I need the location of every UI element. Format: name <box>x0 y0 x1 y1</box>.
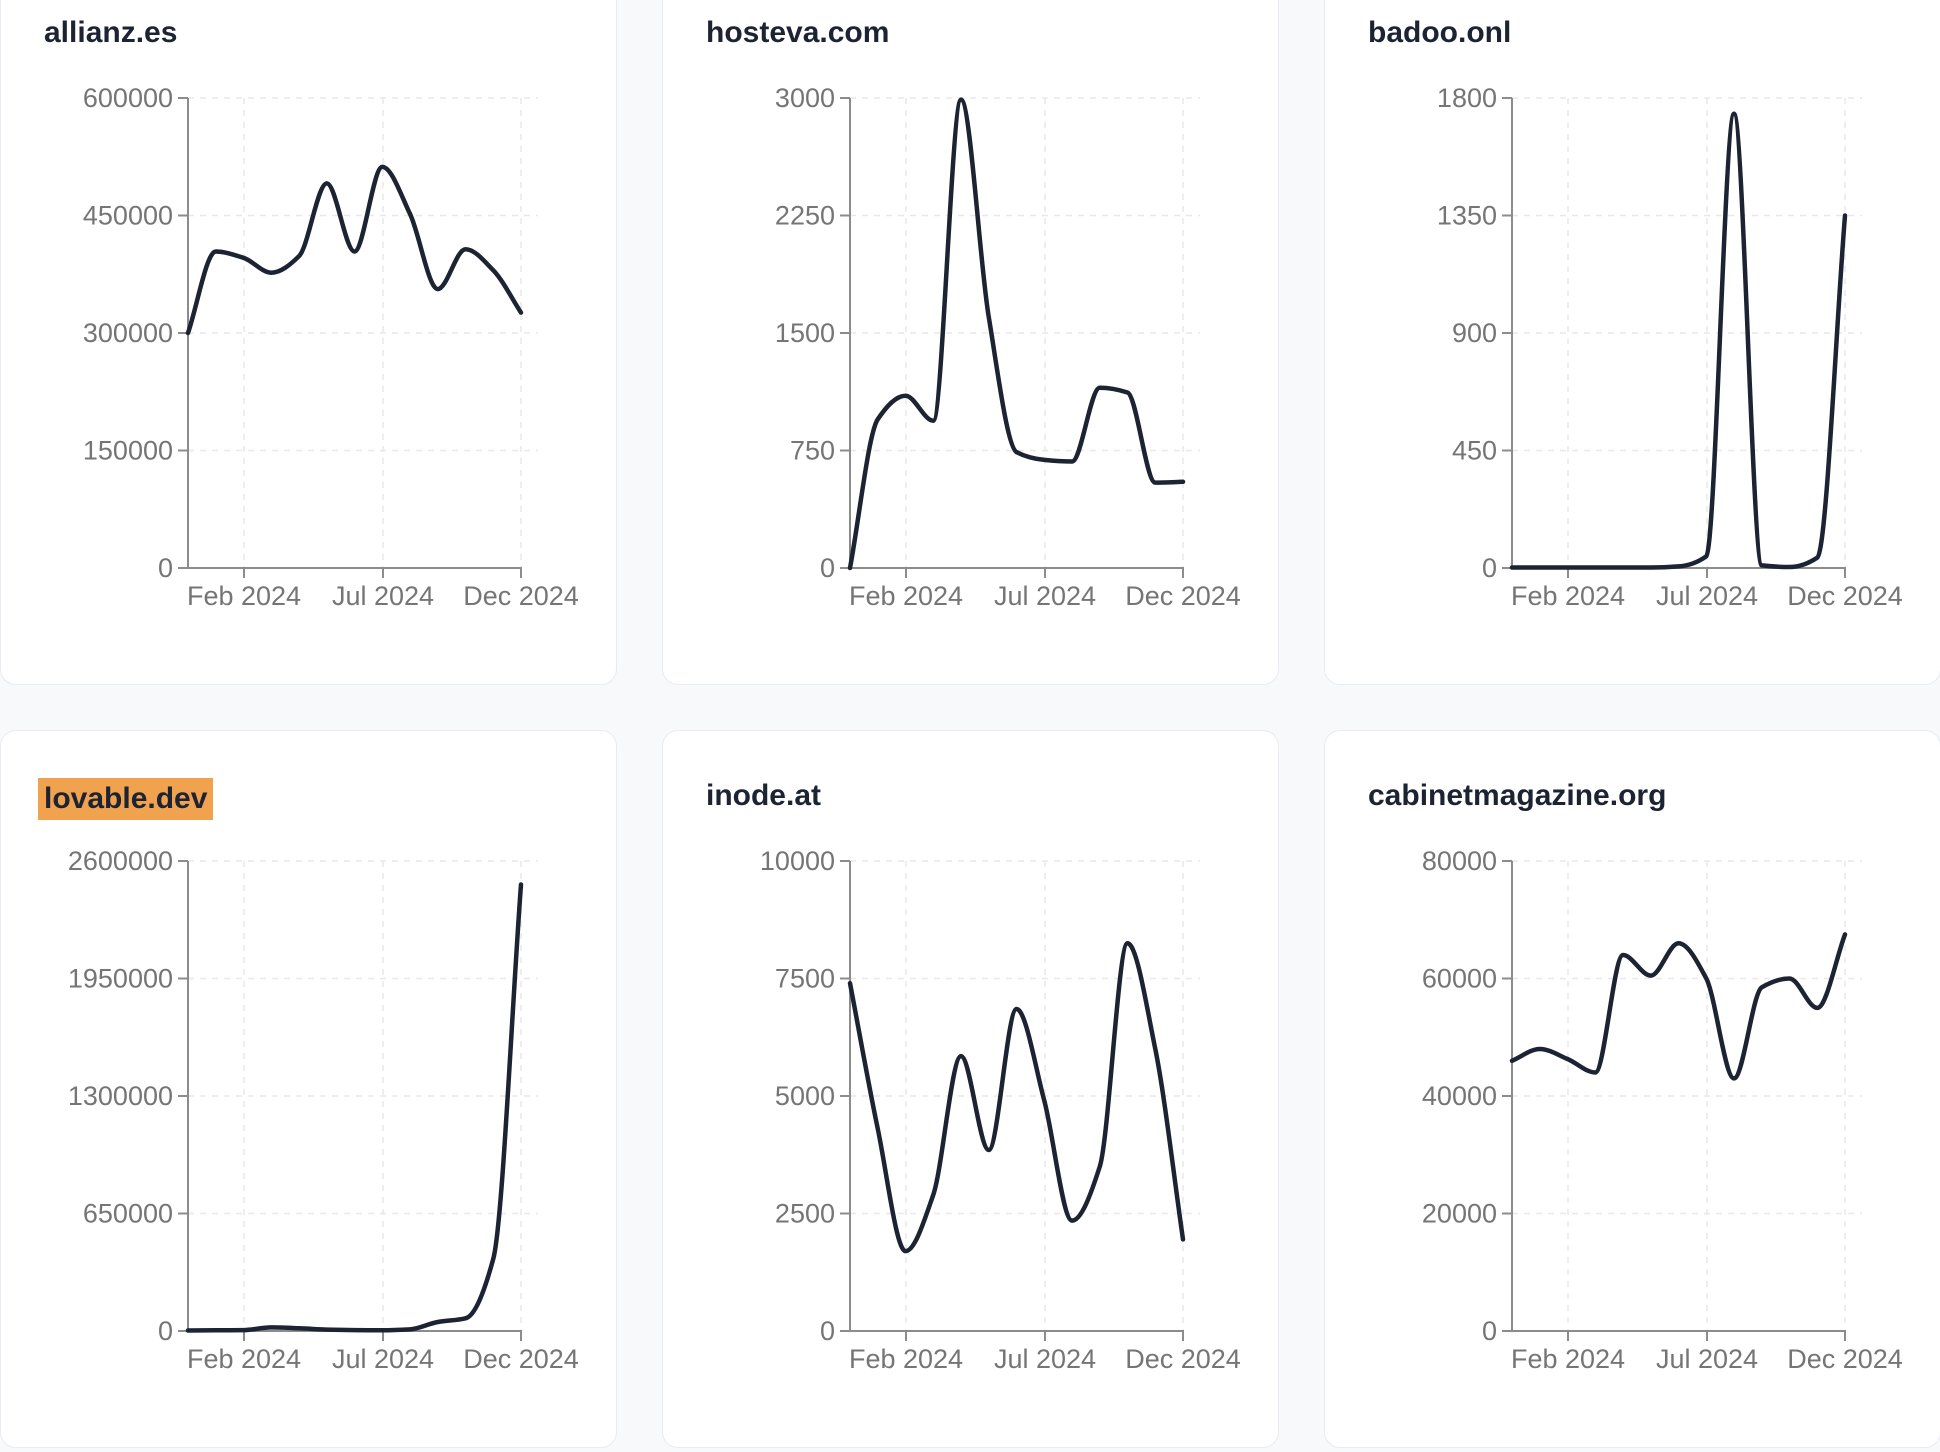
x-axis-tick-label: Feb 2024 <box>849 1344 963 1374</box>
chart-title: allianz.es <box>44 15 177 51</box>
x-axis-tick-label: Dec 2024 <box>1787 581 1903 611</box>
y-axis-tick-label: 650000 <box>83 1199 173 1229</box>
chart-title: cabinetmagazine.org <box>1368 778 1666 814</box>
x-axis-tick-label: Dec 2024 <box>1787 1344 1903 1374</box>
y-axis-tick-label: 900 <box>1452 318 1497 348</box>
x-axis-tick-label: Jul 2024 <box>1656 1344 1758 1374</box>
line-chart: 0 20000 40000 60000 80000 Feb 2024 Jul 2024 Dec… <box>1422 846 1903 1374</box>
line-chart: 0 450 900 1350 1800 Feb 2024 Jul 2024 Dec 2024 <box>1437 83 1903 611</box>
y-axis-tick-label: 750 <box>790 436 835 466</box>
y-axis-tick-label: 0 <box>1482 1316 1497 1346</box>
chart-title-text: badoo.onl <box>1368 16 1512 49</box>
chart-title: badoo.onl <box>1368 15 1511 51</box>
y-axis-tick-label: 5000 <box>775 1081 835 1111</box>
data-line <box>185 164 524 336</box>
y-axis-tick-label: 450000 <box>83 201 173 231</box>
x-axis-tick-label: Dec 2024 <box>1125 581 1241 611</box>
y-axis-tick-label: 0 <box>820 1316 835 1346</box>
chart-title: lovable.dev <box>38 778 214 820</box>
x-axis-tick-label: Jul 2024 <box>1656 581 1758 611</box>
chart-title: inode.at <box>706 778 821 814</box>
chart-card[interactable]: lovable.dev 0 650000 1300000 1950000 2600000… <box>0 730 617 1448</box>
y-axis-tick-label: 450 <box>1452 436 1497 466</box>
y-axis-tick-label: 600000 <box>83 83 173 113</box>
y-axis-tick-label: 0 <box>158 553 173 583</box>
x-axis-tick-label: Jul 2024 <box>994 581 1096 611</box>
y-axis-tick-label: 0 <box>1482 553 1497 583</box>
chart-title-text: allianz.es <box>44 16 178 49</box>
x-axis-tick-label: Dec 2024 <box>463 1344 579 1374</box>
line-chart: 0 750 1500 2250 3000 Feb 2024 Jul 2024 Dec 2024 <box>775 83 1241 611</box>
y-axis-tick-label: 0 <box>158 1316 173 1346</box>
x-axis-tick-label: Jul 2024 <box>994 1344 1096 1374</box>
y-axis-tick-label: 3000 <box>775 83 835 113</box>
y-axis-tick-label: 0 <box>820 553 835 583</box>
data-line <box>847 941 1186 1254</box>
chart-title-text: lovable.dev <box>38 778 214 820</box>
chart-title-text: cabinetmagazine.org <box>1368 779 1667 812</box>
data-line <box>185 882 524 1333</box>
y-axis-tick-label: 1800 <box>1437 83 1497 113</box>
x-axis-tick-label: Feb 2024 <box>849 581 963 611</box>
y-axis-tick-label: 1350 <box>1437 201 1497 231</box>
y-axis-tick-label: 60000 <box>1422 964 1497 994</box>
data-line <box>1509 932 1848 1081</box>
x-axis-tick-label: Feb 2024 <box>1511 1344 1625 1374</box>
y-axis-tick-label: 2250 <box>775 201 835 231</box>
y-axis-tick-label: 300000 <box>83 318 173 348</box>
y-axis-tick-label: 1500 <box>775 318 835 348</box>
chart-title: hosteva.com <box>706 15 889 51</box>
x-axis-tick-label: Jul 2024 <box>332 1344 434 1374</box>
line-chart: 0 650000 1300000 1950000 2600000 Feb 2024 Jul … <box>68 846 579 1374</box>
line-chart: 0 2500 5000 7500 10000 Feb 2024 Jul 2024 Dec 20… <box>760 846 1241 1374</box>
data-line <box>1509 111 1848 570</box>
y-axis-tick-label: 10000 <box>760 846 835 876</box>
chart-card[interactable]: allianz.es 0 150000 300000 450000 600000 Feb … <box>0 0 617 685</box>
chart-card[interactable]: cabinetmagazine.org 0 20000 40000 60000 8000… <box>1324 730 1940 1448</box>
chart-title-text: inode.at <box>706 779 822 812</box>
chart-card[interactable]: badoo.onl 0 450 900 1350 1800 Feb 2024 Jul 202… <box>1324 0 1940 685</box>
y-axis-tick-label: 40000 <box>1422 1081 1497 1111</box>
y-axis-tick-label: 1950000 <box>68 964 173 994</box>
y-axis-tick-label: 20000 <box>1422 1199 1497 1229</box>
chart-title-text: hosteva.com <box>706 16 890 49</box>
chart-card[interactable]: inode.at 0 2500 5000 7500 10000 Feb 2024 Jul 2… <box>662 730 1279 1448</box>
x-axis-tick-label: Feb 2024 <box>1511 581 1625 611</box>
chart-card[interactable]: hosteva.com 0 750 1500 2250 3000 Feb 2024 Jul … <box>662 0 1279 685</box>
y-axis-tick-label: 80000 <box>1422 846 1497 876</box>
y-axis-tick-label: 2500 <box>775 1199 835 1229</box>
y-axis-tick-label: 1300000 <box>68 1081 173 1111</box>
y-axis-tick-label: 150000 <box>83 436 173 466</box>
data-line <box>847 97 1186 571</box>
x-axis-tick-label: Dec 2024 <box>1125 1344 1241 1374</box>
y-axis-tick-label: 2600000 <box>68 846 173 876</box>
y-axis-tick-label: 7500 <box>775 964 835 994</box>
x-axis-tick-label: Feb 2024 <box>187 581 301 611</box>
x-axis-tick-label: Feb 2024 <box>187 1344 301 1374</box>
line-chart: 0 150000 300000 450000 600000 Feb 2024 Jul 202… <box>83 83 579 611</box>
x-axis-tick-label: Jul 2024 <box>332 581 434 611</box>
x-axis-tick-label: Dec 2024 <box>463 581 579 611</box>
